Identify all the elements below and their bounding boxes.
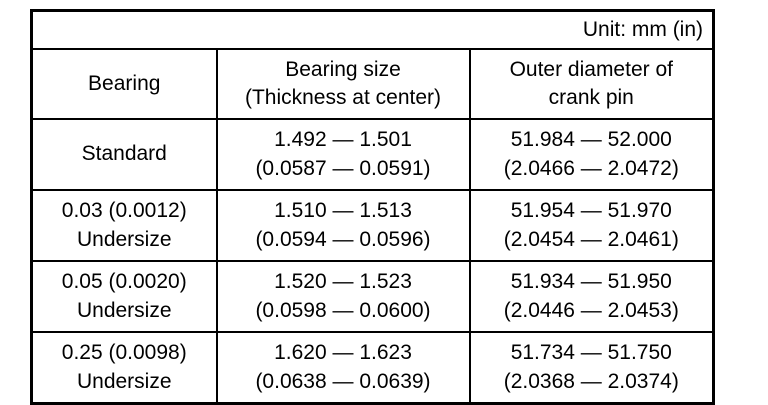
cell-bearing-size: 1.492 — 1.501 (0.0587 — 0.0591): [215, 118, 471, 191]
bearing-spec-table: Unit: mm (in) Bearing Bearing size (Thic…: [30, 9, 716, 405]
cell-outer-diameter: 51.734 — 51.750 (2.0368 — 2.0374): [468, 331, 715, 405]
cell-outer-diameter: 51.954 — 51.970 (2.0454 — 2.0461): [468, 189, 715, 262]
cell-outer-diameter: 51.934 — 51.950 (2.0446 — 2.0453): [468, 260, 715, 333]
cell-bearing-size: 1.510 — 1.513 (0.0594 — 0.0596): [215, 189, 471, 262]
cell-bearing: 0.03 (0.0012) Undersize: [30, 189, 218, 262]
table-row-undersize-025: 0.25 (0.0098) Undersize 1.620 — 1.623 (0…: [30, 331, 715, 405]
cell-outer-diameter: 51.984 — 52.000 (2.0466 — 2.0472): [468, 118, 715, 191]
unit-label: Unit: mm (in): [30, 9, 715, 50]
table-header-row: Bearing Bearing size (Thickness at cente…: [30, 48, 715, 120]
column-header-bearing: Bearing: [30, 48, 218, 120]
cell-bearing: 0.05 (0.0020) Undersize: [30, 260, 218, 333]
column-header-bearing-size: Bearing size (Thickness at center): [215, 48, 471, 120]
table-row-undersize-005: 0.05 (0.0020) Undersize 1.520 — 1.523 (0…: [30, 260, 715, 333]
table-row-undersize-003: 0.03 (0.0012) Undersize 1.510 — 1.513 (0…: [30, 189, 715, 262]
column-header-outer-diameter: Outer diameter of crank pin: [468, 48, 715, 120]
cell-bearing-size: 1.520 — 1.523 (0.0598 — 0.0600): [215, 260, 471, 333]
cell-bearing: 0.25 (0.0098) Undersize: [30, 331, 218, 405]
cell-bearing: Standard: [30, 118, 218, 191]
cell-bearing-size: 1.620 — 1.623 (0.0638 — 0.0639): [215, 331, 471, 405]
unit-row: Unit: mm (in): [30, 9, 715, 50]
table-row-standard: Standard 1.492 — 1.501 (0.0587 — 0.0591)…: [30, 118, 715, 191]
